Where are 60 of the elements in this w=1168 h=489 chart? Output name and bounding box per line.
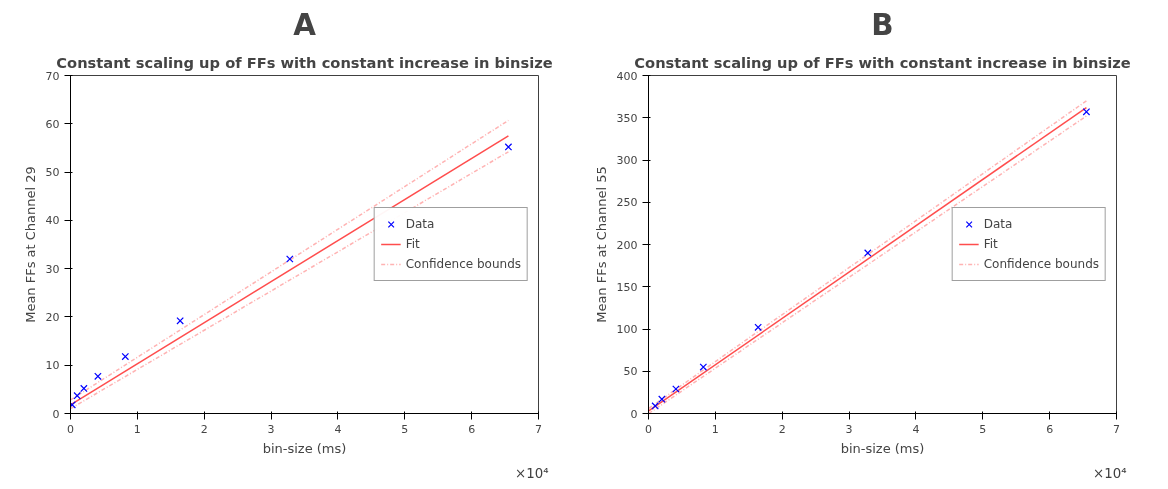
y-tick-label: 60 <box>45 117 60 131</box>
point <box>286 255 294 263</box>
point <box>864 249 872 257</box>
x-tick-label: 1 <box>133 422 141 436</box>
x-tick-label: 7 <box>1113 422 1120 436</box>
x-axis-title: bin-size (ms) <box>840 440 925 456</box>
point <box>121 352 130 361</box>
legend-label: Fit <box>405 237 421 251</box>
y-tick-label: 250 <box>616 196 638 210</box>
point <box>754 323 762 332</box>
chart-title: Constant scaling up of FFs with constant increase in binsize <box>634 53 1131 71</box>
x-tick-label: 3 <box>845 422 853 436</box>
text: ×10⁴ <box>515 465 549 481</box>
chart-title: Constant scaling up of FFs with constant increase in binsize <box>56 53 553 71</box>
legend-label: Confidence bounds <box>983 257 1099 271</box>
text: A <box>293 7 317 42</box>
point <box>73 391 81 400</box>
x-axis-title: bin-size (ms) <box>262 440 347 456</box>
point <box>504 143 513 151</box>
y-tick-label: 150 <box>616 280 638 294</box>
point <box>1082 108 1091 116</box>
y-axis-title: Mean FFs at Channel 55 <box>593 166 609 323</box>
x-tick-label: 4 <box>912 422 920 436</box>
y-tick-label: 0 <box>52 407 60 421</box>
x-tick-label: 0 <box>67 422 74 436</box>
y-tick-label: 300 <box>616 154 638 167</box>
y-tick-label: 30 <box>45 262 60 276</box>
x-tick-label: 2 <box>778 422 786 436</box>
y-tick-label: 0 <box>630 407 638 421</box>
y-axis-title: Mean FFs at Channel 29 <box>22 166 38 323</box>
x-tick-label: 7 <box>535 422 542 436</box>
x-tick-label: 2 <box>200 422 208 436</box>
y-tick-label: 350 <box>616 111 638 125</box>
x-tick-label: 0 <box>645 422 652 436</box>
y-tick-label: 50 <box>45 166 60 180</box>
legend-label: Confidence bounds <box>405 257 521 271</box>
x-tick-label: 5 <box>401 422 409 436</box>
x-tick-label: 3 <box>267 422 275 436</box>
x-tick-label: 5 <box>979 422 987 436</box>
point <box>176 317 184 325</box>
text: ×10⁴ <box>1093 465 1127 481</box>
legend-label: Data <box>983 217 1013 231</box>
y-tick-label: 200 <box>616 238 638 252</box>
point <box>94 372 102 381</box>
text: B <box>871 7 894 42</box>
y-tick-label: 10 <box>45 359 60 373</box>
x-tick-label: 4 <box>334 422 342 436</box>
x-tick-label: 1 <box>711 422 719 436</box>
point <box>80 384 88 393</box>
legend-label: Data <box>405 217 435 231</box>
y-tick-label: 400 <box>616 69 638 83</box>
x-tick-label: 6 <box>1046 422 1054 436</box>
legend-label: Fit <box>983 237 999 251</box>
y-tick-label: 20 <box>45 310 60 324</box>
y-tick-label: 50 <box>623 365 638 379</box>
x-tick-label: 6 <box>468 422 476 436</box>
y-tick-label: 100 <box>616 323 638 336</box>
y-tick-label: 70 <box>45 69 60 83</box>
point <box>699 363 708 371</box>
y-tick-label: 40 <box>45 214 60 228</box>
